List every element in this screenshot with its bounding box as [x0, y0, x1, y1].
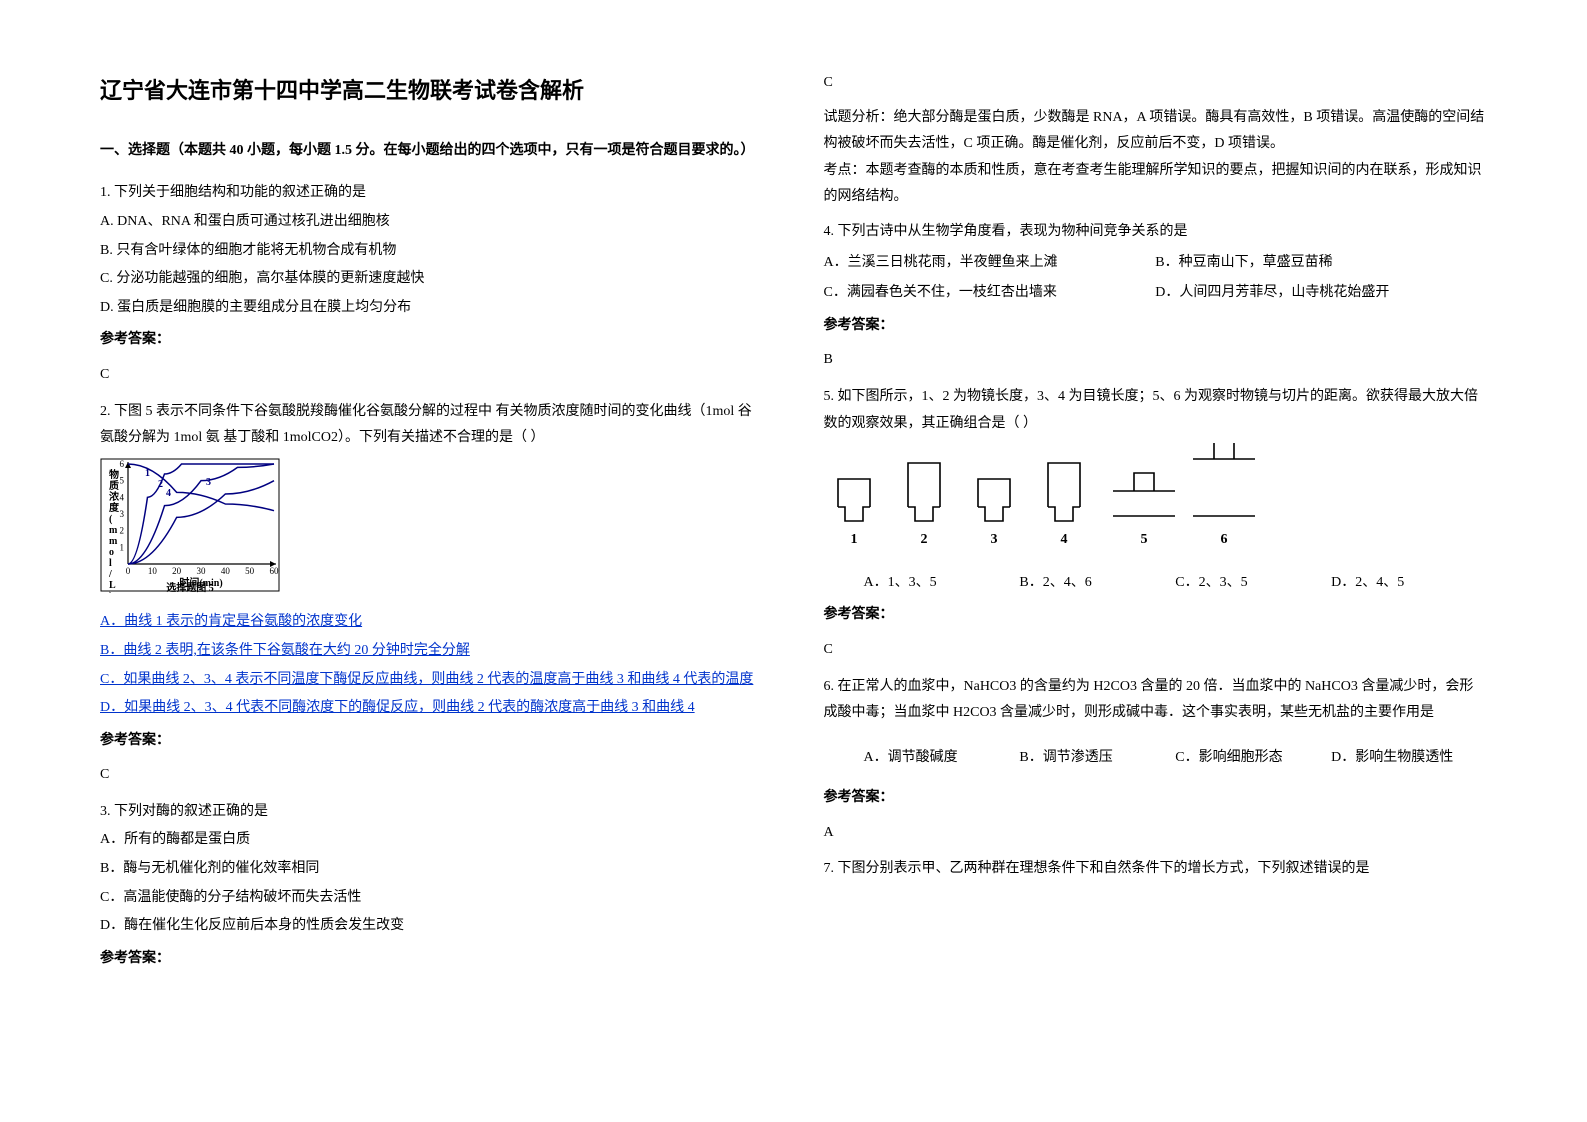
svg-text:2: 2	[920, 532, 927, 547]
q2-chart: 0102030405060123456物质浓度(mmol/L)时间(min)12…	[100, 458, 764, 604]
q5-diagram: 1 2 3 4 5 6	[824, 443, 1488, 564]
svg-text:6: 6	[120, 459, 125, 469]
q1-opt-a: A. DNA、RNA 和蛋白质可通过核孔进出细胞核	[100, 209, 764, 236]
q1-opt-b: B. 只有含叶绿体的细胞才能将无机物合成有机物	[100, 238, 764, 265]
svg-text:20: 20	[172, 566, 182, 576]
q3-opt-a: A．所有的酶都是蛋白质	[100, 827, 764, 854]
q4-opt-c: C．满园春色关不住，一枝红杏出墙来	[824, 280, 1156, 307]
page-title: 辽宁省大连市第十四中学高二生物联考试卷含解析	[100, 70, 764, 112]
svg-text:5: 5	[120, 475, 125, 485]
q5-opt-a: A．1、3、5	[864, 570, 1020, 597]
q2-opt-d: D．如果曲线 2、3、4 代表不同酶浓度下的酶促反应，则曲线 2 代表的酶浓度高…	[100, 695, 764, 722]
q4-opt-d: D．人间四月芳菲尽，山寺桃花始盛开	[1155, 280, 1487, 307]
svg-text:质: 质	[109, 479, 119, 492]
q2-opt-c: C．如果曲线 2、3、4 表示不同温度下酶促反应曲线，则曲线 2 代表的温度高于…	[100, 667, 764, 694]
question-5: 5. 如下图所示，1、2 为物镜长度，3、4 为目镜长度；5、6 为观察时物镜与…	[824, 384, 1488, 666]
svg-text:物: 物	[109, 468, 119, 481]
q1-answer-label: 参考答案：	[100, 327, 764, 354]
svg-text:60: 60	[270, 566, 280, 576]
q6-answer: A	[824, 820, 1488, 847]
svg-text:浓: 浓	[109, 490, 120, 503]
svg-text:m: m	[109, 525, 118, 536]
q5-opt-d: D．2、4、5	[1331, 570, 1487, 597]
svg-text:5: 5	[1140, 532, 1147, 547]
q2-answer-label: 参考答案：	[100, 728, 764, 755]
q7-stem: 7. 下图分别表示甲、乙两种群在理想条件下和自然条件下的增长方式，下列叙述错误的…	[824, 856, 1488, 883]
q6-answer-label: 参考答案：	[824, 785, 1488, 812]
svg-text:3: 3	[206, 477, 211, 488]
q4-stem: 4. 下列古诗中从生物学角度看，表现为物种间竞争关系的是	[824, 219, 1488, 246]
q5-answer-label: 参考答案：	[824, 602, 1488, 629]
q6-opt-d: D．影响生物膜透性	[1331, 745, 1487, 772]
question-2: 2. 下图 5 表示不同条件下谷氨酸脱羧酶催化谷氨酸分解的过程中 有关物质浓度随…	[100, 399, 764, 791]
q6-stem: 6. 在正常人的血浆中，NaHCO3 的含量约为 H2CO3 含量的 20 倍．…	[824, 674, 1488, 727]
q3-opt-c: C．高温能使酶的分子结构破坏而失去活性	[100, 885, 764, 912]
svg-text:2: 2	[158, 479, 163, 490]
question-3: 3. 下列对酶的叙述正确的是 A．所有的酶都是蛋白质 B．酶与无机催化剂的催化效…	[100, 799, 764, 975]
q3-answer-label: 参考答案：	[100, 946, 764, 973]
q3-opt-d: D．酶在催化生化反应前后本身的性质会发生改变	[100, 913, 764, 940]
question-6: 6. 在正常人的血浆中，NaHCO3 的含量约为 H2CO3 含量的 20 倍．…	[824, 674, 1488, 849]
svg-text:1: 1	[120, 542, 125, 552]
q4-answer: B	[824, 347, 1488, 374]
q5-diagram-svg: 1 2 3 4 5 6	[824, 443, 1284, 553]
q1-opt-d: D. 蛋白质是细胞膜的主要组成分且在膜上均匀分布	[100, 295, 764, 322]
q6-opt-b: B．调节渗透压	[1019, 745, 1175, 772]
svg-text:2: 2	[120, 525, 125, 535]
svg-text:o: o	[109, 547, 114, 558]
q5-opt-c: C．2、3、5	[1175, 570, 1331, 597]
svg-text:1: 1	[850, 532, 857, 547]
svg-text:4: 4	[1060, 532, 1067, 547]
q1-answer: C	[100, 362, 764, 389]
svg-text:选择题图 5: 选择题图 5	[166, 581, 214, 593]
q2-answer: C	[100, 762, 764, 789]
q4-opt-b: B．种豆南山下，草盛豆苗稀	[1155, 250, 1487, 277]
q2-stem: 2. 下图 5 表示不同条件下谷氨酸脱羧酶催化谷氨酸分解的过程中 有关物质浓度随…	[100, 399, 764, 452]
q6-opt-a: A．调节酸碱度	[864, 745, 1020, 772]
q5-opt-b: B．2、4、6	[1019, 570, 1175, 597]
question-1: 1. 下列关于细胞结构和功能的叙述正确的是 A. DNA、RNA 和蛋白质可通过…	[100, 180, 764, 390]
q2-opt-b: B．曲线 2 表明,在该条件下谷氨酸在大约 20 分钟时完全分解	[100, 638, 764, 665]
q3-answer: C	[824, 70, 1488, 97]
q3-point: 考点：本题考查酶的本质和性质，意在考查考生能理解所学知识的要点，把握知识间的内在…	[824, 158, 1488, 211]
svg-text:m: m	[109, 536, 118, 547]
svg-text:40: 40	[221, 566, 231, 576]
svg-text:3: 3	[990, 532, 997, 547]
q3-opt-b: B．酶与无机催化剂的催化效率相同	[100, 856, 764, 883]
q1-stem: 1. 下列关于细胞结构和功能的叙述正确的是	[100, 180, 764, 207]
q4-answer-label: 参考答案：	[824, 313, 1488, 340]
svg-text:3: 3	[120, 509, 125, 519]
q6-opt-c: C．影响细胞形态	[1175, 745, 1331, 772]
svg-text:4: 4	[166, 488, 171, 499]
q4-opt-a: A．兰溪三日桃花雨，半夜鲤鱼来上滩	[824, 250, 1156, 277]
svg-text:4: 4	[120, 492, 125, 502]
q1-opt-c: C. 分泌功能越强的细胞，高尔基体膜的更新速度越快	[100, 266, 764, 293]
svg-text:0: 0	[126, 566, 131, 576]
svg-text:6: 6	[1220, 532, 1227, 547]
question-4: 4. 下列古诗中从生物学角度看，表现为物种间竞争关系的是 A．兰溪三日桃花雨，半…	[824, 219, 1488, 376]
question-7: 7. 下图分别表示甲、乙两种群在理想条件下和自然条件下的增长方式，下列叙述错误的…	[824, 856, 1488, 885]
q5-stem: 5. 如下图所示，1、2 为物镜长度，3、4 为目镜长度；5、6 为观察时物镜与…	[824, 384, 1488, 437]
svg-text:1: 1	[145, 468, 150, 479]
q5-answer: C	[824, 637, 1488, 664]
svg-text:l: l	[109, 558, 112, 569]
svg-text:度: 度	[109, 501, 120, 514]
svg-text:(: (	[109, 514, 113, 525]
q2-chart-svg: 0102030405060123456物质浓度(mmol/L)时间(min)12…	[100, 458, 280, 593]
svg-text:): )	[109, 591, 112, 593]
svg-text:30: 30	[197, 566, 207, 576]
q3-explain: 试题分析：绝大部分酶是蛋白质，少数酶是 RNA，A 项错误。酶具有高效性，B 项…	[824, 105, 1488, 158]
svg-text:10: 10	[148, 566, 158, 576]
svg-text:/: /	[108, 569, 112, 580]
section-heading: 一、选择题（本题共 40 小题，每小题 1.5 分。在每小题给出的四个选项中，只…	[100, 138, 764, 165]
svg-text:50: 50	[245, 566, 255, 576]
svg-text:L: L	[109, 580, 116, 591]
q3-stem: 3. 下列对酶的叙述正确的是	[100, 799, 764, 826]
q2-opt-a: A．曲线 1 表示的肯定是谷氨酸的浓度变化	[100, 609, 764, 636]
